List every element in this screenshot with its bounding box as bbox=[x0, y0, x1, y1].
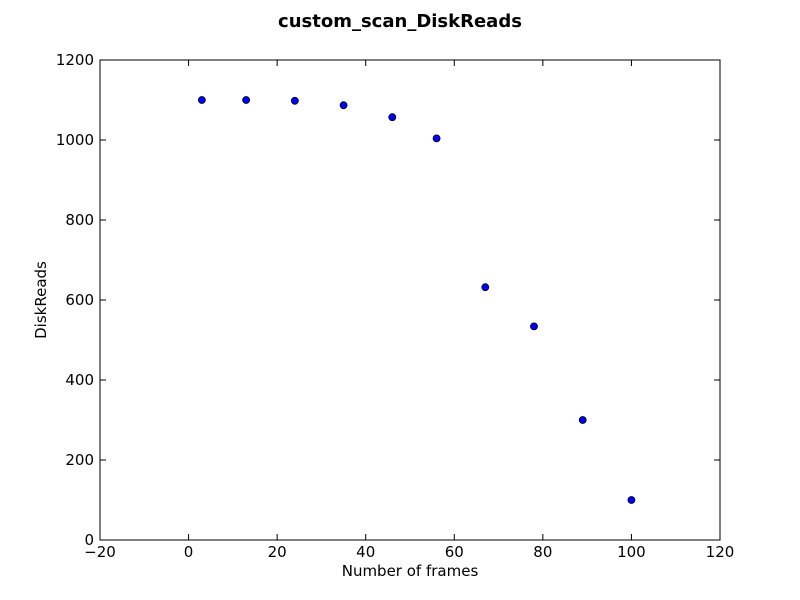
y-tick-label: 1000 bbox=[56, 131, 94, 149]
data-points bbox=[197, 96, 636, 504]
data-point bbox=[578, 416, 587, 424]
data-point bbox=[432, 134, 441, 143]
x-tick-label: 40 bbox=[356, 543, 375, 561]
x-tick-label: 80 bbox=[533, 543, 552, 561]
data-point bbox=[388, 113, 397, 122]
x-tick-label: −20 bbox=[84, 543, 116, 561]
y-axis-label: DiskReads bbox=[32, 261, 50, 339]
data-point bbox=[530, 322, 538, 331]
data-point bbox=[290, 96, 299, 105]
data-point bbox=[197, 96, 206, 104]
x-tick-label: 100 bbox=[617, 543, 646, 561]
x-tick-label: 20 bbox=[268, 543, 287, 561]
data-point bbox=[481, 283, 490, 292]
x-tick-label: 120 bbox=[706, 543, 735, 561]
y-tick-label: 600 bbox=[65, 291, 94, 309]
data-point bbox=[627, 496, 636, 504]
chart-title: custom_scan_DiskReads bbox=[278, 11, 522, 32]
y-tick-label: 400 bbox=[65, 371, 94, 389]
plot-area bbox=[99, 59, 721, 541]
data-point bbox=[242, 96, 251, 104]
y-tick-label: 800 bbox=[65, 211, 94, 229]
y-tick-label: 200 bbox=[65, 451, 94, 469]
data-point bbox=[339, 101, 348, 110]
y-tick-label: 1200 bbox=[56, 51, 94, 69]
x-tick-label: 0 bbox=[184, 543, 194, 561]
x-axis-label: Number of frames bbox=[342, 562, 479, 580]
y-tick-label: 0 bbox=[84, 531, 94, 549]
x-tick-label: 60 bbox=[445, 543, 464, 561]
